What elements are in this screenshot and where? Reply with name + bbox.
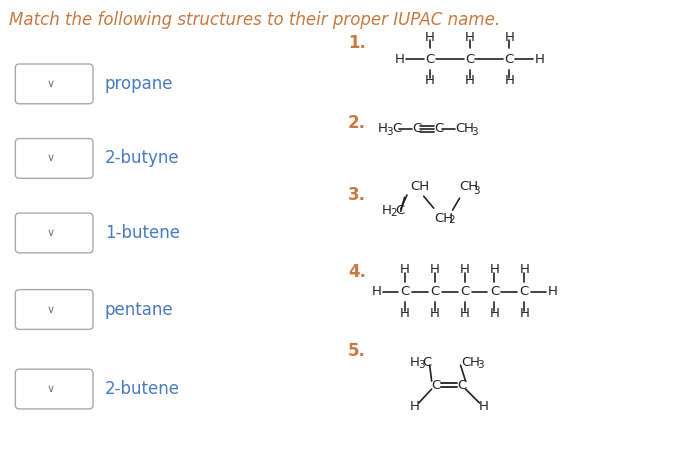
Text: H: H <box>519 263 529 276</box>
Text: H: H <box>547 285 557 298</box>
Text: C: C <box>400 285 410 298</box>
Text: 5.: 5. <box>348 342 366 360</box>
Text: C: C <box>423 356 432 369</box>
Text: CH: CH <box>459 180 479 193</box>
Text: ∨: ∨ <box>47 384 54 394</box>
Text: H: H <box>463 122 473 135</box>
Text: H: H <box>400 307 410 320</box>
Text: 4.: 4. <box>348 263 366 281</box>
Text: pentane: pentane <box>105 300 174 318</box>
Text: C: C <box>456 122 465 135</box>
Text: ∨: ∨ <box>47 79 54 89</box>
Text: H: H <box>425 31 435 44</box>
FancyBboxPatch shape <box>15 64 93 104</box>
Text: C: C <box>520 285 529 298</box>
Text: H: H <box>410 400 419 414</box>
Text: H: H <box>489 263 499 276</box>
Text: H: H <box>459 263 470 276</box>
Text: ∨: ∨ <box>47 228 54 238</box>
Text: H: H <box>519 307 529 320</box>
Text: C: C <box>430 285 439 298</box>
Text: H: H <box>425 74 435 87</box>
Text: 2-butene: 2-butene <box>105 380 180 398</box>
Text: C: C <box>505 53 514 65</box>
Text: H: H <box>382 204 392 217</box>
FancyBboxPatch shape <box>15 289 93 329</box>
Text: C: C <box>490 285 499 298</box>
Text: H: H <box>465 74 475 87</box>
Text: ∨: ∨ <box>47 305 54 315</box>
Text: H: H <box>465 31 475 44</box>
Text: C: C <box>392 122 401 135</box>
Text: 3: 3 <box>472 126 478 136</box>
Text: CH: CH <box>410 180 429 193</box>
Text: C: C <box>395 204 404 217</box>
Text: H: H <box>430 307 440 320</box>
Text: C: C <box>425 53 434 65</box>
Text: 3: 3 <box>386 126 392 136</box>
Text: C: C <box>460 285 469 298</box>
Text: 3: 3 <box>477 360 484 370</box>
Text: H: H <box>459 307 470 320</box>
Text: H: H <box>505 31 514 44</box>
Text: C: C <box>431 379 440 392</box>
Text: H: H <box>395 53 405 65</box>
Text: 2-butyne: 2-butyne <box>105 149 179 168</box>
Text: H: H <box>479 400 489 414</box>
Text: 2.: 2. <box>348 114 366 132</box>
Text: C: C <box>413 122 422 135</box>
Text: 3: 3 <box>417 360 424 370</box>
Text: 2: 2 <box>449 215 455 225</box>
Text: C: C <box>435 122 444 135</box>
Text: 2: 2 <box>390 208 396 218</box>
Text: H: H <box>470 356 480 369</box>
Text: H: H <box>410 356 419 369</box>
Text: ∨: ∨ <box>47 153 54 164</box>
Text: C: C <box>457 379 466 392</box>
Text: 3.: 3. <box>348 186 366 204</box>
Text: H: H <box>378 122 388 135</box>
Text: H: H <box>534 53 544 65</box>
Text: Match the following structures to their proper IUPAC name.: Match the following structures to their … <box>9 11 500 29</box>
Text: 3: 3 <box>473 186 480 196</box>
FancyBboxPatch shape <box>15 369 93 409</box>
Text: C: C <box>465 53 474 65</box>
Text: H: H <box>489 307 499 320</box>
Text: H: H <box>430 263 440 276</box>
Text: propane: propane <box>105 75 174 93</box>
FancyBboxPatch shape <box>15 213 93 253</box>
Text: C: C <box>461 356 470 369</box>
Text: CH: CH <box>435 212 454 225</box>
Text: 1-butene: 1-butene <box>105 224 180 242</box>
Text: H: H <box>372 285 382 298</box>
Text: 1.: 1. <box>348 34 366 52</box>
Text: H: H <box>400 263 410 276</box>
Text: H: H <box>505 74 514 87</box>
FancyBboxPatch shape <box>15 139 93 178</box>
